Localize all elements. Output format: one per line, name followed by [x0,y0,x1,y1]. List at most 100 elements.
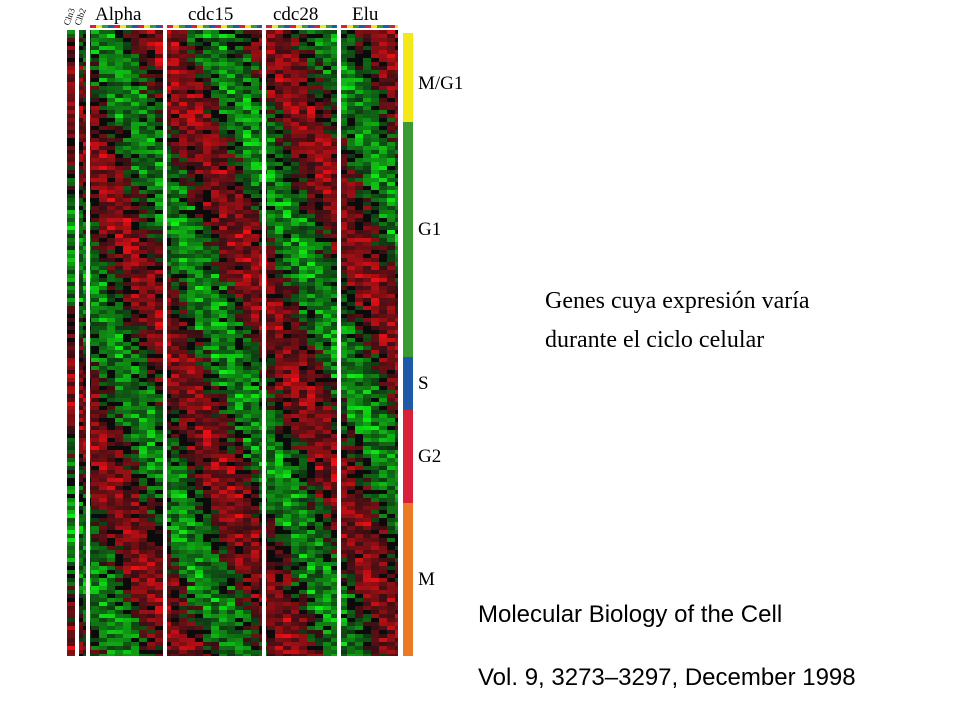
heatmap-cell [195,46,203,50]
heatmap-cell [195,34,203,38]
heatmap-cell [339,246,347,250]
heatmap-cell [395,138,398,142]
heatmap-cell [267,118,275,122]
heatmap-cell [171,446,179,450]
heatmap-cell [115,374,123,378]
heatmap-cell [291,50,299,54]
heatmap-cell [67,282,75,286]
heatmap-cell [379,306,387,310]
heatmap-cell [187,322,195,326]
heatmap-cell [147,270,155,274]
heatmap-cell [123,446,131,450]
heatmap-cell [291,126,299,130]
heatmap-cell [323,162,331,166]
heatmap-cell [339,422,347,426]
heatmap-cell [227,110,235,114]
heatmap-cell [355,398,363,402]
heatmap-cell [155,78,163,82]
heatmap-cell [371,66,379,70]
heatmap-cell [155,502,163,506]
heatmap-cell [195,294,203,298]
heatmap-cell [123,334,131,338]
heatmap-cell [315,490,323,494]
heatmap-cell [203,250,211,254]
heatmap-cell [331,414,339,418]
heatmap-cell [147,74,155,78]
heatmap-cell [235,494,243,498]
heatmap-cell [195,66,203,70]
heatmap-cell [299,374,307,378]
heatmap-cell [147,406,155,410]
heatmap-cell [339,186,347,190]
heatmap-cell [115,490,123,494]
heatmap-cell [363,458,371,462]
heatmap-cell [363,154,371,158]
heatmap-cell [315,378,323,382]
heatmap-cell [235,154,243,158]
heatmap-cell [235,406,243,410]
heatmap-cell [203,142,211,146]
heatmap-cell [283,410,291,414]
heatmap-cell [187,106,195,110]
heatmap-cell [395,330,398,334]
heatmap-cell [107,226,115,230]
heatmap-cell [339,118,347,122]
heatmap-cell [235,338,243,342]
heatmap-cell [267,310,275,314]
heatmap-cell [363,34,371,38]
heatmap-cell [275,62,283,66]
heatmap-cell [235,226,243,230]
heatmap-cell [115,234,123,238]
heatmap-cell [211,346,219,350]
heatmap-cell [91,162,99,166]
heatmap-cell [187,326,195,330]
heatmap-cell [355,390,363,394]
heatmap-cell [115,194,123,198]
heatmap-cell [291,354,299,358]
heatmap-cell [243,142,251,146]
heatmap-cell [227,282,235,286]
heatmap-cell [323,170,331,174]
heatmap-cell [131,178,139,182]
heatmap-cell [363,190,371,194]
heatmap-cell [355,154,363,158]
heatmap-cell [291,462,299,466]
heatmap-cell [307,106,315,110]
heatmap-cell [363,370,371,374]
heatmap-cell [355,178,363,182]
heatmap-cell [395,78,398,82]
heatmap-cell [115,290,123,294]
heatmap-cell [299,282,307,286]
heatmap-cell [371,426,379,430]
heatmap-cell [299,126,307,130]
heatmap-cell [291,114,299,118]
heatmap-cell [387,374,395,378]
heatmap-cell [107,150,115,154]
heatmap-cell [203,130,211,134]
heatmap-cell [107,302,115,306]
heatmap-cell [291,130,299,134]
heatmap-cell [283,178,291,182]
heatmap-cell [131,190,139,194]
heatmap-cell [123,222,131,226]
heatmap-cell [307,482,315,486]
heatmap-cell [211,82,219,86]
heatmap-cell [363,378,371,382]
heatmap-cell [203,202,211,206]
heatmap-cell [123,114,131,118]
heatmap-cell [123,418,131,422]
heatmap-cell [251,362,259,366]
heatmap-cell [355,286,363,290]
heatmap-cell [379,302,387,306]
heatmap-cell [347,154,355,158]
heatmap-cell [243,246,251,250]
heatmap-cell [243,106,251,110]
heatmap-cell [283,302,291,306]
heatmap-cell [203,174,211,178]
heatmap-cell [275,478,283,482]
heatmap-cell [275,70,283,74]
heatmap-cell [99,62,107,66]
heatmap-cell [115,450,123,454]
heatmap-cell [91,442,99,446]
heatmap-cell [187,146,195,150]
